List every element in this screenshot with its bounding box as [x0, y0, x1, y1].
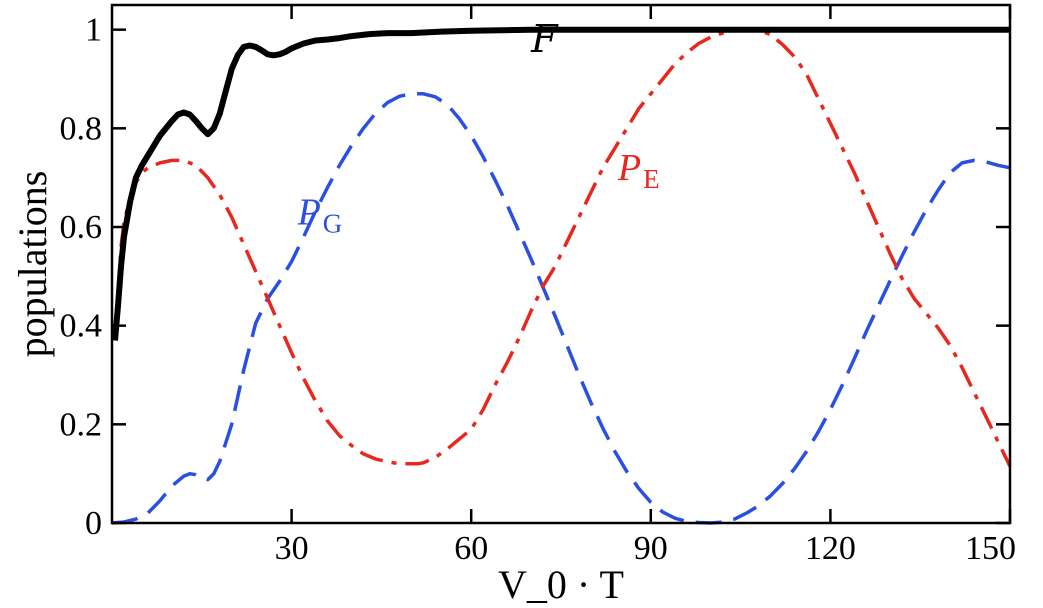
series-line-f [112, 26, 1010, 341]
y-axis-label: populations [10, 171, 55, 358]
y-tick-label-5: 1 [85, 12, 102, 49]
series-label-main-0: F [530, 17, 559, 61]
series-label-sub-2: G [323, 209, 343, 239]
y-tick-label-0: 0 [85, 505, 102, 542]
y-tick-label-4: 0.8 [60, 110, 103, 147]
series-label-p-e: PE [617, 147, 660, 194]
series-layer [111, 26, 1012, 525]
y-tick-label-3: 0.6 [60, 209, 103, 246]
series-label-sub-1: E [643, 164, 660, 194]
x-tick-label-4: 150 [965, 530, 1016, 567]
x-tick-label-0: 30 [275, 530, 309, 567]
x-tick-label-1: 60 [454, 530, 488, 567]
series-line-p-e [113, 27, 1012, 468]
series-label-main-1: P [617, 147, 641, 189]
x-tick-label-3: 120 [805, 530, 856, 567]
series-line-p-g [111, 92, 1011, 525]
x-axis-label: V_0 · T [498, 562, 624, 607]
plot-frame [110, 3, 1012, 525]
series-label-f: F [530, 17, 559, 61]
y-tick-label-2: 0.4 [60, 308, 103, 345]
x-tick-label-2: 90 [634, 530, 668, 567]
series-label-main-2: P [297, 192, 321, 234]
series-label-p-g: PG [297, 192, 343, 239]
y-tick-label-1: 0.2 [60, 406, 103, 443]
ticks-layer: 0 0.2 0.4 0.6 0.8 1 30 60 90 120 150 [60, 5, 1016, 567]
